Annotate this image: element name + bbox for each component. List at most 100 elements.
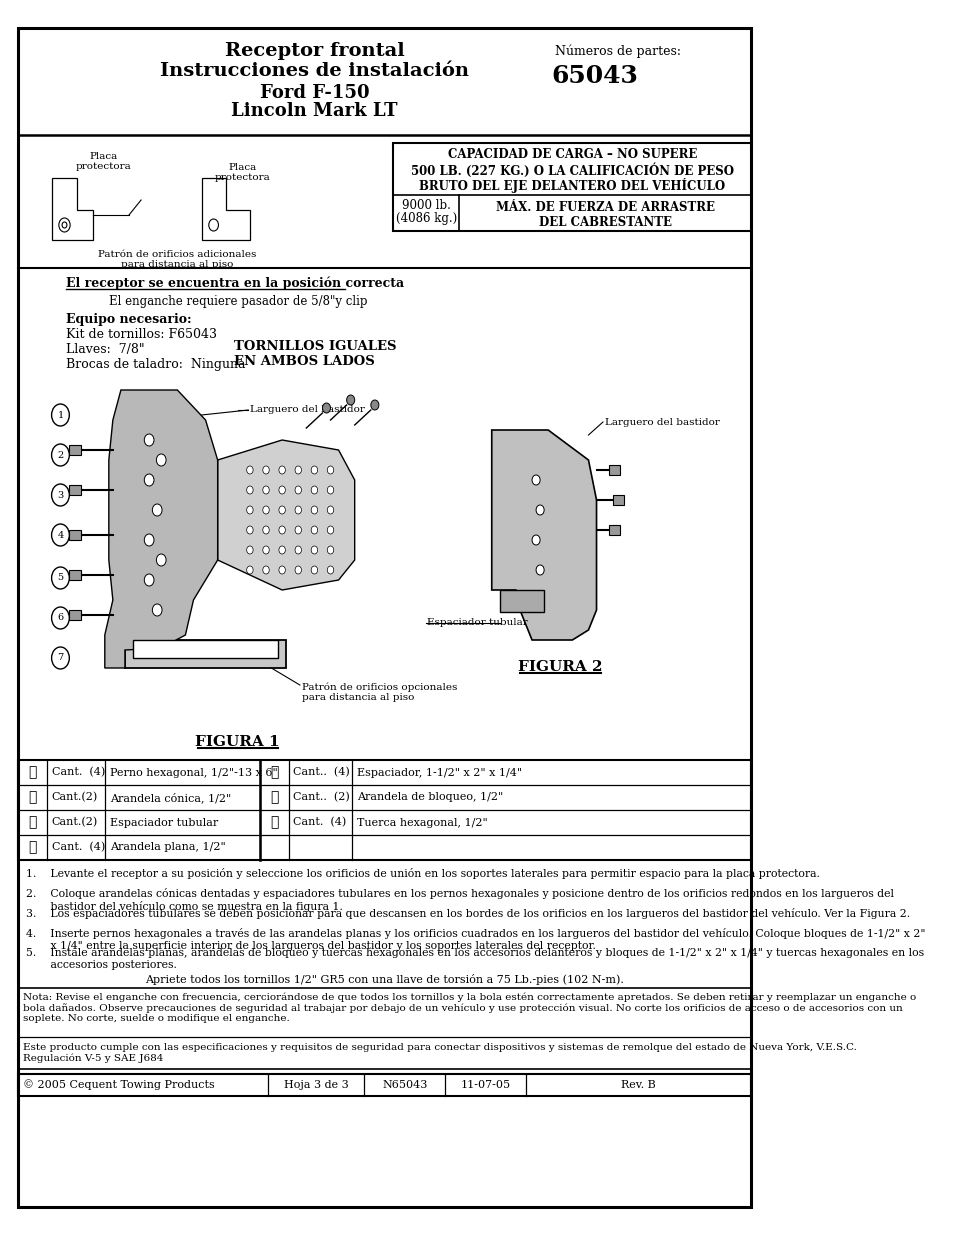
Circle shape [278, 566, 285, 574]
Text: Tuerca hexagonal, 1/2": Tuerca hexagonal, 1/2" [356, 818, 487, 827]
Text: Ford F-150: Ford F-150 [259, 84, 369, 103]
Circle shape [156, 555, 166, 566]
Text: CAPACIDAD DE CARGA – NO SUPERE: CAPACIDAD DE CARGA – NO SUPERE [447, 148, 697, 161]
Text: 5: 5 [57, 573, 64, 583]
Text: ②: ② [28, 790, 36, 804]
Circle shape [247, 466, 253, 474]
Circle shape [294, 506, 301, 514]
Text: 4.    Inserte pernos hexagonales a través de las arandelas planas y los orificio: 4. Inserte pernos hexagonales a través d… [26, 927, 924, 951]
Text: Larguero del bastidor: Larguero del bastidor [604, 417, 719, 427]
Text: 4: 4 [57, 531, 64, 540]
Circle shape [327, 526, 334, 534]
Text: El enganche requiere pasador de 5/8"y clip: El enganche requiere pasador de 5/8"y cl… [109, 295, 367, 308]
Circle shape [294, 566, 301, 574]
Text: Receptor frontal: Receptor frontal [224, 42, 404, 61]
Circle shape [278, 526, 285, 534]
Text: 500 LB. (227 KG.) O LA CALIFICACIÓN DE PESO: 500 LB. (227 KG.) O LA CALIFICACIÓN DE P… [411, 163, 733, 178]
Circle shape [311, 546, 317, 555]
Circle shape [322, 403, 330, 412]
Circle shape [311, 566, 317, 574]
Text: TORNILLOS IGUALES
EN AMBOS LADOS: TORNILLOS IGUALES EN AMBOS LADOS [233, 340, 395, 368]
Text: 6: 6 [57, 614, 64, 622]
Bar [499, 590, 543, 613]
Circle shape [262, 487, 269, 494]
Text: Brocas de taladro:  Ninguna: Brocas de taladro: Ninguna [66, 358, 245, 370]
Text: ⑥: ⑥ [270, 790, 278, 804]
Circle shape [294, 487, 301, 494]
Circle shape [51, 567, 70, 589]
Bar [69, 530, 81, 540]
Circle shape [152, 504, 162, 516]
Text: Arandela plana, 1/2": Arandela plana, 1/2" [110, 842, 225, 852]
Circle shape [51, 606, 70, 629]
Circle shape [247, 487, 253, 494]
Polygon shape [105, 390, 217, 668]
Circle shape [311, 466, 317, 474]
Circle shape [294, 526, 301, 534]
Circle shape [51, 445, 70, 466]
Circle shape [311, 487, 317, 494]
Circle shape [144, 574, 153, 585]
Text: FIGURA 1: FIGURA 1 [195, 735, 280, 748]
Text: 3.    Los espaciadores tubulares se deben posicionar para que descansen en los b: 3. Los espaciadores tubulares se deben p… [26, 908, 909, 919]
Text: ⑤: ⑤ [270, 766, 278, 779]
Circle shape [247, 506, 253, 514]
Text: Apriete todos los tornillos 1/2" GR5 con una llave de torsión a 75 Lb.-pies (102: Apriete todos los tornillos 1/2" GR5 con… [145, 974, 623, 986]
Circle shape [346, 395, 355, 405]
Text: 3: 3 [57, 490, 64, 499]
Text: Kit de tornillos: F65043: Kit de tornillos: F65043 [66, 329, 217, 341]
Text: 2: 2 [57, 451, 64, 459]
Text: Placa
protectora: Placa protectora [75, 152, 131, 172]
Text: Larguero del bastidor: Larguero del bastidor [250, 405, 364, 414]
Text: 65043: 65043 [551, 64, 638, 88]
Text: ③: ③ [28, 815, 36, 830]
Text: Hoja 3 de 3: Hoja 3 de 3 [283, 1079, 348, 1091]
Bar [69, 445, 81, 454]
Text: 2.    Coloque arandelas cónicas dentadas y espaciadores tubulares en los pernos : 2. Coloque arandelas cónicas dentadas y … [26, 888, 893, 911]
Text: Placa
protectora: Placa protectora [214, 163, 270, 183]
Bar [608, 525, 619, 535]
Bar [125, 640, 286, 668]
Text: Números de partes:: Números de partes: [554, 44, 679, 58]
Circle shape [327, 466, 334, 474]
Text: Espaciador tubular: Espaciador tubular [427, 618, 527, 627]
Text: Cant.  (4): Cant. (4) [51, 842, 105, 852]
Circle shape [278, 487, 285, 494]
Text: © 2005 Cequent Towing Products: © 2005 Cequent Towing Products [23, 1079, 214, 1091]
Circle shape [536, 505, 543, 515]
Bar [608, 466, 619, 475]
Text: 7: 7 [57, 653, 64, 662]
Text: 1: 1 [57, 410, 64, 420]
Bar [132, 640, 278, 658]
Text: Arandela cónica, 1/2": Arandela cónica, 1/2" [110, 792, 231, 803]
Circle shape [144, 474, 153, 487]
Text: N65043: N65043 [381, 1079, 427, 1091]
Text: 11-07-05: 11-07-05 [459, 1079, 510, 1091]
Circle shape [51, 484, 70, 506]
Bar [18, 988, 751, 1070]
Text: Arandela de bloqueo, 1/2": Arandela de bloqueo, 1/2" [356, 793, 503, 803]
Circle shape [327, 506, 334, 514]
Text: Cant.(2): Cant.(2) [51, 818, 98, 827]
Bar [393, 143, 751, 231]
Bar [69, 610, 81, 620]
Circle shape [262, 526, 269, 534]
Text: (4086 kg.): (4086 kg.) [395, 212, 456, 225]
Polygon shape [491, 430, 596, 640]
Circle shape [262, 506, 269, 514]
Text: Cant..  (4): Cant.. (4) [294, 767, 350, 778]
Circle shape [51, 524, 70, 546]
Circle shape [51, 404, 70, 426]
Text: Lincoln Mark LT: Lincoln Mark LT [231, 103, 397, 120]
Circle shape [327, 546, 334, 555]
Circle shape [262, 466, 269, 474]
Bar [612, 495, 623, 505]
Circle shape [247, 566, 253, 574]
Circle shape [294, 546, 301, 555]
Bar [69, 571, 81, 580]
Circle shape [371, 400, 378, 410]
Circle shape [327, 566, 334, 574]
Text: Cant.  (4): Cant. (4) [51, 767, 105, 778]
Text: Cant.(2): Cant.(2) [51, 793, 98, 803]
Text: ①: ① [28, 766, 36, 779]
